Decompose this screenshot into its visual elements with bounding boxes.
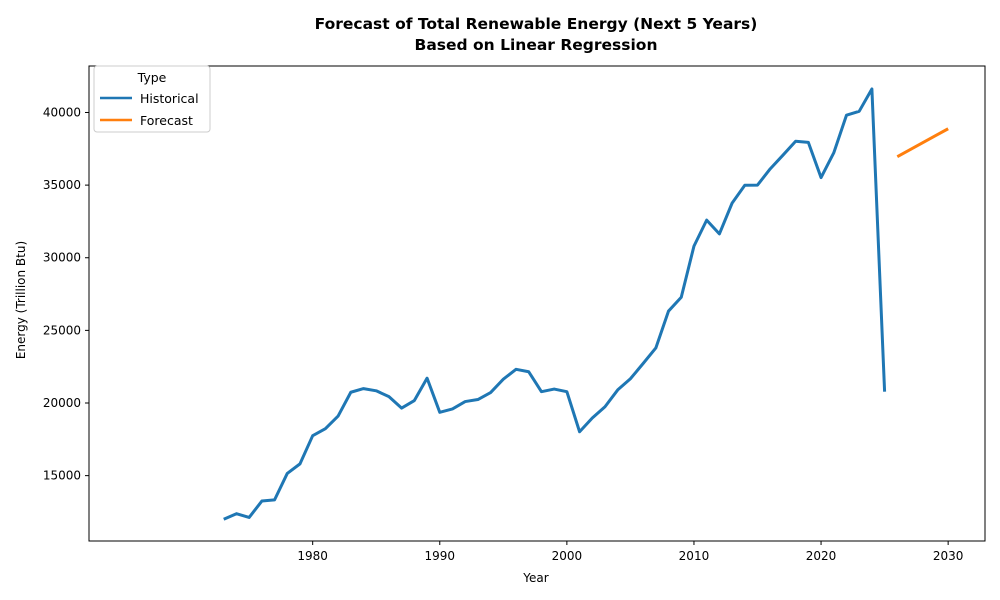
series-line-historical	[223, 87, 887, 521]
x-tick-label: 1990	[425, 549, 456, 563]
chart-subtitle: Based on Linear Regression	[415, 36, 658, 54]
plot-area: 1980 1990 2000 2010 2020 2030 15000 20000 25000 3…	[43, 65, 986, 563]
y-tick-label: 20000	[43, 396, 81, 410]
x-axis-label: Year	[522, 571, 548, 585]
series-line-forecast	[896, 127, 949, 158]
y-tick-label: 35000	[43, 178, 81, 192]
x-tick-label: 2030	[933, 549, 964, 563]
axes-frame	[88, 65, 986, 542]
x-tick-label: 2020	[806, 549, 837, 563]
legend-title: Type	[137, 70, 167, 85]
chart-title: Forecast of Total Renewable Energy (Next…	[315, 15, 758, 33]
y-axis-label: Energy (Trillion Btu)	[14, 241, 28, 359]
y-tick-label: 25000	[43, 323, 81, 337]
legend-label-historical: Historical	[140, 91, 199, 106]
legend-label-forecast: Forecast	[140, 113, 193, 128]
x-tick-label: 2000	[552, 549, 583, 563]
y-tick-label: 40000	[43, 105, 81, 119]
legend-box	[93, 65, 211, 133]
x-tick-label: 2010	[679, 549, 710, 563]
x-tick-label: 1980	[297, 549, 328, 563]
y-tick-label: 30000	[43, 251, 81, 265]
legend: Type Historical Forecast	[93, 65, 211, 133]
y-tick-label: 15000	[43, 469, 81, 483]
